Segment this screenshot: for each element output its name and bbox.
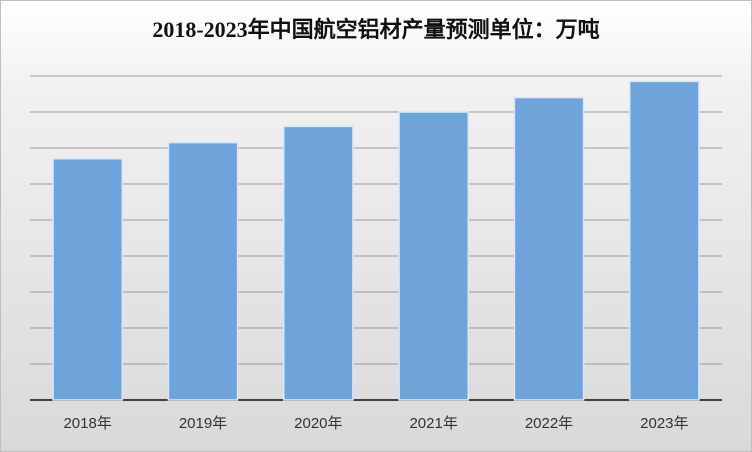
bar: [398, 111, 470, 401]
bar: [628, 80, 700, 401]
x-tick-label: 2022年: [525, 415, 573, 432]
chart-title: 2018-2023年中国航空铝材产量预测单位：万吨: [152, 17, 599, 42]
x-tick-label: 2021年: [409, 415, 457, 432]
x-tick-label: 2019年: [179, 415, 227, 432]
bar: [52, 158, 124, 401]
bar: [282, 125, 354, 401]
bar: [513, 96, 585, 401]
x-tick-label: 2018年: [63, 415, 111, 432]
x-tick-label: 2023年: [640, 415, 688, 432]
bar: [167, 141, 239, 401]
x-tick-label: 2020年: [294, 415, 342, 432]
